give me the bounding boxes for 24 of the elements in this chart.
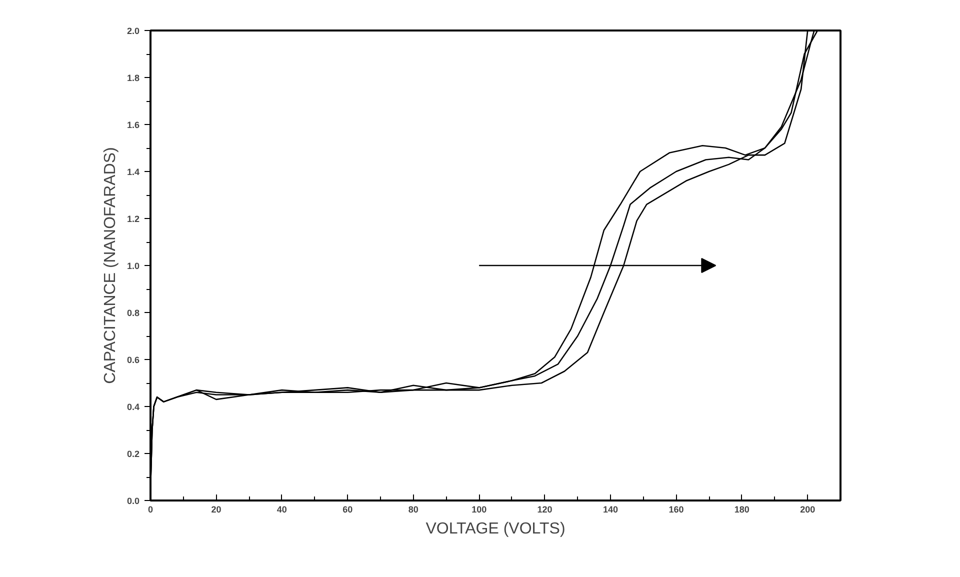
x-tick-label: 100: [472, 504, 487, 514]
y-tick-label: 1.4: [126, 167, 140, 177]
x-tick-label: 0: [148, 504, 154, 514]
x-tick-label: 80: [408, 504, 418, 514]
y-tick-label: 1.8: [126, 73, 140, 83]
x-tick-label: 200: [800, 504, 816, 514]
x-tick-label: 20: [211, 504, 222, 514]
x-tick-label: 60: [342, 504, 353, 514]
x-tick-label: 140: [602, 504, 618, 514]
x-axis-title: VOLTAGE (VOLTS): [426, 520, 566, 538]
y-tick-label: 1.0: [126, 261, 140, 271]
y-tick-label: 0.2: [126, 449, 140, 459]
x-tick-label: 180: [734, 504, 750, 514]
y-tick-label: 0.4: [126, 402, 140, 412]
y-tick-label: 0.8: [126, 308, 140, 318]
y-tick-label: 1.6: [126, 120, 140, 130]
y-tick-label: 0.0: [126, 496, 140, 506]
y-tick-label: 0.6: [126, 355, 140, 365]
x-tick-label: 120: [537, 504, 552, 514]
x-tick-label: 160: [668, 504, 684, 514]
y-tick-label: 2.0: [126, 26, 140, 36]
y-tick-label: 1.2: [126, 214, 140, 224]
y-axis-title: CAPACITANCE (NANOFARADS): [102, 147, 119, 384]
x-tick-label: 40: [276, 504, 287, 514]
